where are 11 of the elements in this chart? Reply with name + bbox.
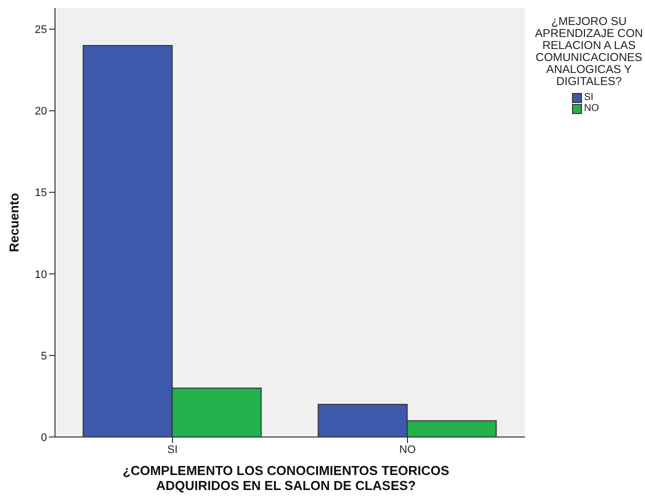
y-tick-label: 0 <box>40 432 47 444</box>
legend-title: ¿MEJORO SU APRENDIZAJE CON RELACION A LAS COMUNICACIONES ANALOGICAS Y DIGITALES? <box>534 16 644 88</box>
y-axis-title: Recuento <box>6 192 22 252</box>
legend-label: SI <box>584 92 594 103</box>
legend-label: NO <box>584 103 599 114</box>
x-axis-title: ¿COMPLEMENTO LOS CONOCIMIENTOS TEORICOS ADQUIRIDOS EN EL SALON DE CLASES? <box>122 463 450 493</box>
y-tick-label: 10 <box>34 268 47 281</box>
y-tick-label: 5 <box>40 350 47 362</box>
y-tick-label: 25 <box>34 24 47 36</box>
y-tick-label: 15 <box>34 187 47 200</box>
y-tick-label: 20 <box>34 106 47 118</box>
